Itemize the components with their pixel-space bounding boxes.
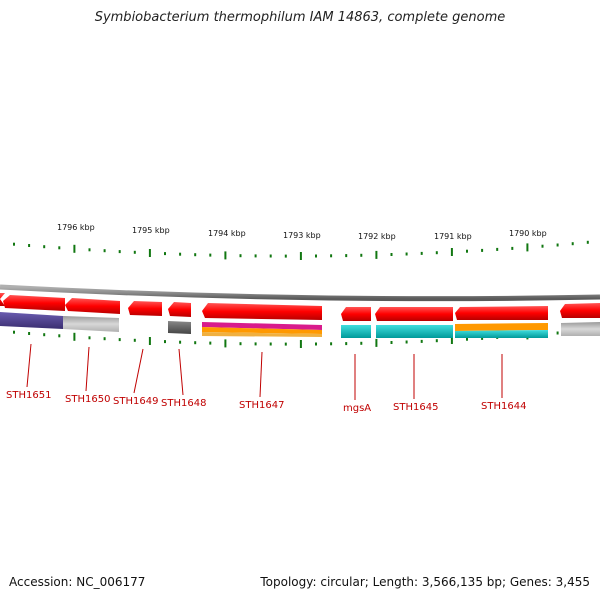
genome-summary-text: Topology: circular; Length: 3,566,135 bp… <box>260 575 590 589</box>
gene-label[interactable]: mgsA <box>343 403 371 414</box>
gene-label[interactable]: STH1651 <box>6 390 51 401</box>
gene-label[interactable]: STH1649 <box>113 396 158 407</box>
ruler-label: 1794 kbp <box>208 229 246 238</box>
gene-label[interactable]: STH1650 <box>65 394 110 405</box>
map-title: Symbiobacterium thermophilum IAM 14863, … <box>94 10 506 25</box>
gene-arrow[interactable] <box>341 307 371 321</box>
cog-block[interactable] <box>202 332 322 337</box>
cog-block[interactable] <box>376 325 453 338</box>
accession-text: Accession: NC_006177 <box>9 575 146 589</box>
gene-arrow[interactable] <box>560 303 600 318</box>
cog-block[interactable] <box>168 321 191 334</box>
gene-labels: STH1651 STH1650 STH1649 STH1648 STH1647 … <box>6 390 526 414</box>
cog-block[interactable] <box>63 316 119 332</box>
cog-block[interactable] <box>455 330 548 338</box>
backbone-arc <box>0 284 600 302</box>
gene-label[interactable]: STH1647 <box>239 400 284 411</box>
cog-block[interactable] <box>202 322 322 330</box>
cog-blocks <box>0 312 600 338</box>
gene-label[interactable]: STH1645 <box>393 402 438 413</box>
gene-arrow[interactable] <box>65 298 120 314</box>
cog-block[interactable] <box>561 322 600 336</box>
gene-arrow[interactable] <box>455 306 548 320</box>
gene-arrow[interactable] <box>0 293 5 306</box>
ruler-label: 1796 kbp <box>57 223 95 232</box>
ruler-label: 1795 kbp <box>132 226 170 235</box>
cog-block[interactable] <box>341 325 371 338</box>
gene-label[interactable]: STH1648 <box>161 398 206 409</box>
gene-arrows <box>0 293 600 321</box>
ruler-label: 1791 kbp <box>434 232 472 241</box>
cog-block[interactable] <box>455 323 548 331</box>
gene-arrow[interactable] <box>128 301 162 316</box>
ruler-label: 1793 kbp <box>283 231 321 240</box>
cog-block[interactable] <box>0 312 63 329</box>
gene-label[interactable]: STH1644 <box>481 401 526 412</box>
ruler-ticks <box>13 240 589 260</box>
gene-arrow[interactable] <box>168 302 191 317</box>
ruler-label: 1792 kbp <box>358 232 396 241</box>
ruler-labels: 1796 kbp 1795 kbp 1794 kbp 1793 kbp 1792… <box>57 223 547 241</box>
gene-arrow[interactable] <box>375 307 453 321</box>
gene-arrow[interactable] <box>202 303 322 320</box>
label-leaders <box>26 343 503 400</box>
gene-arrow[interactable] <box>3 295 65 311</box>
ruler-label: 1790 kbp <box>509 229 547 238</box>
cog-block[interactable] <box>202 327 322 334</box>
